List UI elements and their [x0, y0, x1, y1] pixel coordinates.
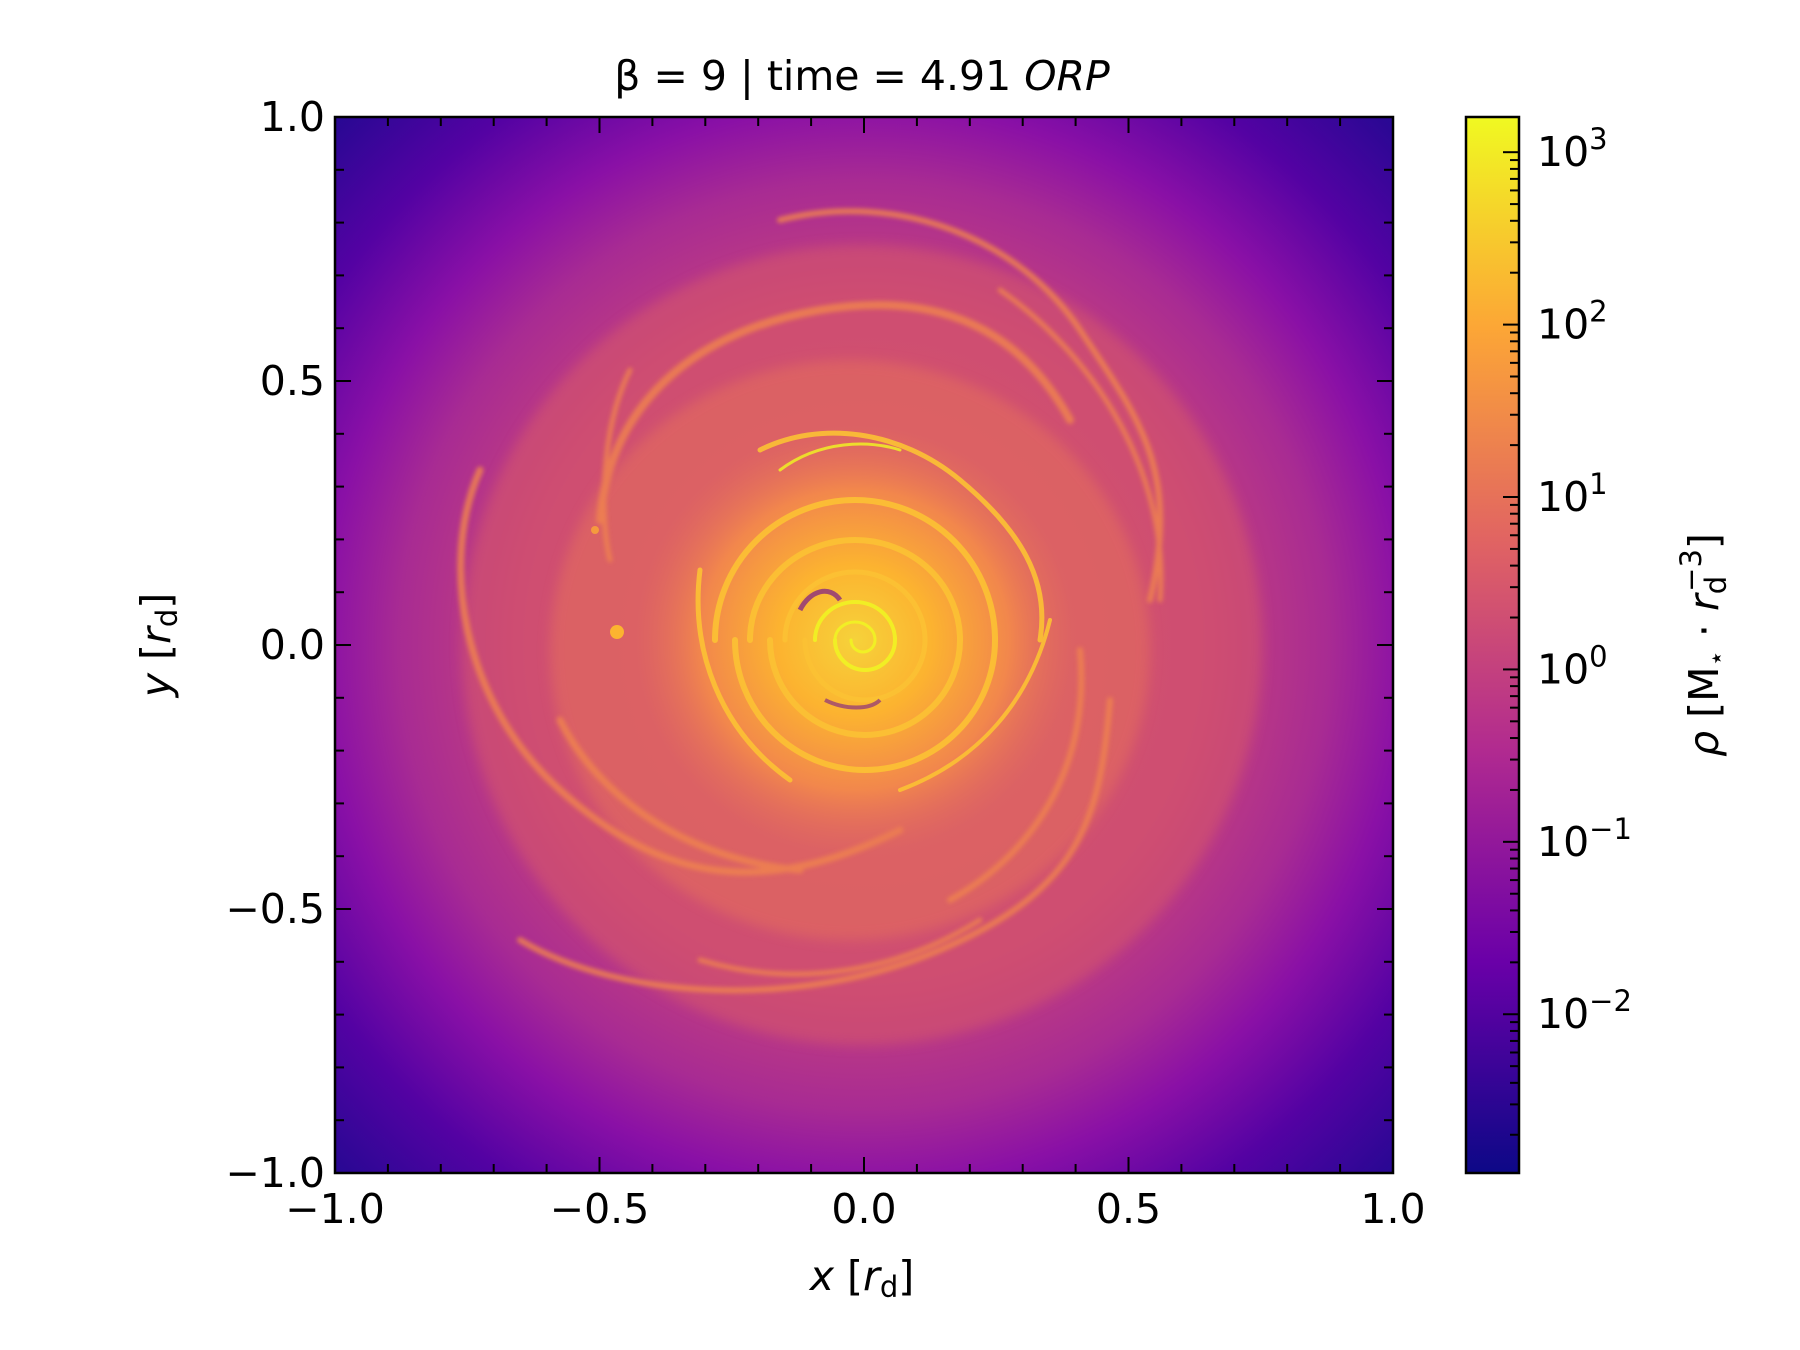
- y-tick-label: −1.0: [225, 1149, 325, 1197]
- y-tick-label: −0.5: [225, 885, 325, 933]
- colorbar-tick-label: 101: [1537, 467, 1608, 521]
- colorbar-tick-label: 10−2: [1537, 984, 1632, 1038]
- y-axis-label: y [rd]: [132, 593, 184, 700]
- y-tick-label: 0.0: [260, 621, 325, 669]
- x-tick-label: −1.0: [285, 1185, 385, 1233]
- colorbar-label: ρ [M⋆ · rd−3]: [1674, 533, 1733, 757]
- colorbar-tick-label: 100: [1537, 639, 1608, 693]
- x-tick-label: 1.0: [1360, 1185, 1425, 1233]
- colorbar-gradient: [1466, 117, 1519, 1173]
- colorbar: 10−2 10−1 100 101 102 103: [1464, 115, 1632, 1175]
- colorbar-ticks: 10−2 10−1 100 101 102 103: [1503, 122, 1632, 1136]
- colorbar-tick-label: 103: [1537, 122, 1608, 176]
- colorbar-tick-label: 10−1: [1537, 812, 1632, 866]
- colorbar-frame: [1464, 115, 1521, 1175]
- x-axis-label: x [rd]: [808, 1252, 915, 1304]
- y-tick-label: 1.0: [260, 93, 325, 141]
- density-heatmap: [335, 117, 1393, 1173]
- y-tick-label: 0.5: [260, 357, 325, 405]
- x-tick-label: 0.5: [1096, 1185, 1161, 1233]
- x-tick-label: 0.0: [831, 1185, 896, 1233]
- plot-axes: −1.0 −0.5 0.0 0.5 1.0 −1.0 −0.5 0.0 0.5 1.0: [225, 93, 1425, 1233]
- x-tick-label: −0.5: [550, 1185, 650, 1233]
- chart-title: β = 9 | time = 4.91 ORP: [614, 52, 1110, 100]
- colorbar-tick-label: 102: [1537, 295, 1608, 349]
